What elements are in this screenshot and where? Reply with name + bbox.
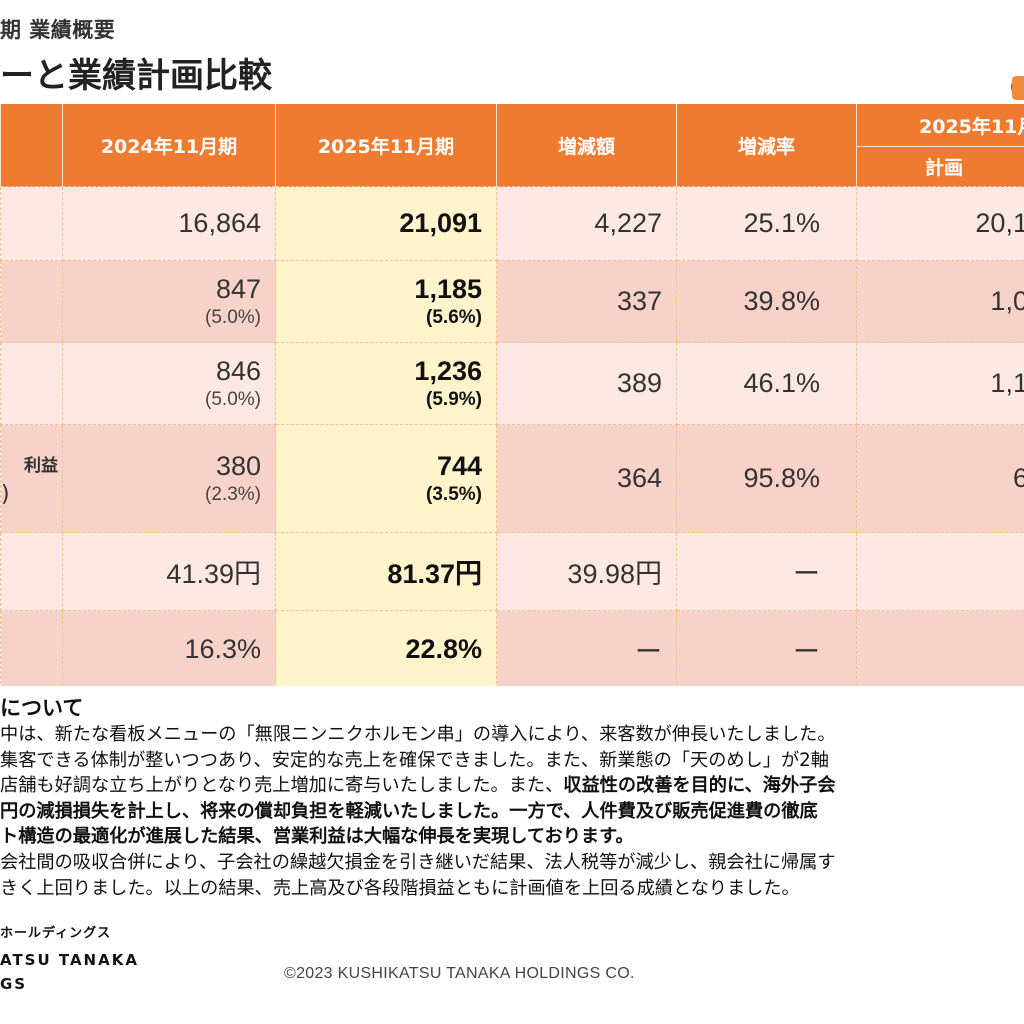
- row-label: 利益): [0, 424, 63, 533]
- commentary-line: ト構造の最適化が進展した結果、営業利益は大幅な伸長を実現しております。: [0, 826, 634, 848]
- page-title: ーと業績計画比較: [0, 56, 272, 96]
- commentary-line: 店舗も好調な立ち上がりとなり売上増加に寄与いたしました。また、収益性の改善を目的…: [0, 775, 836, 797]
- cell-diff: 337: [496, 260, 677, 343]
- results-table-container: 2024年11月期 2025年11月期 増減額 増減率 2025年11月 計画 …: [0, 104, 1024, 686]
- table-row: 利益) 380(2.3%) 744(3.5%) 364 95.8% 620: [0, 424, 1024, 533]
- cell-rate: 46.1%: [676, 342, 857, 425]
- table-row: 847(5.0%) 1,185(5.6%) 337 39.8% 1,060: [0, 260, 1024, 343]
- header-prev-year: 2024年11月期: [62, 104, 276, 187]
- cell-current: 1,236 (5.9%): [275, 342, 497, 425]
- cell-diff: ー: [496, 610, 677, 686]
- table-row: 16,864 21,091 4,227 25.1% 20,100: [0, 186, 1024, 261]
- cell-prev: 16,864: [62, 186, 276, 261]
- commentary-line: 会社間の吸収合併により、子会社の繰越欠損金を引き継いだ結果、法人税等が減少し、親…: [0, 851, 836, 873]
- commentary-line: 集客できる体制が整いつつあり、安定的な売上を確保できました。また、新業態の「天の…: [0, 749, 829, 771]
- cell-current: 744 (3.5%): [275, 424, 497, 533]
- row-label: [0, 342, 63, 425]
- header-plan: 計画: [856, 146, 1024, 187]
- table-row: 41.39円 81.37円 39.98円 ー ー: [0, 532, 1024, 611]
- cell-rate: ー: [676, 610, 857, 686]
- row-label: [0, 260, 63, 343]
- commentary-line: きく上回りました。以上の結果、売上高及び各段階損益ともに計画値を上回る成績となり…: [0, 877, 800, 899]
- unit-tab-marker: [1012, 76, 1024, 100]
- cell-rate: 95.8%: [676, 424, 857, 533]
- header-diff: 増減額: [496, 104, 677, 187]
- cell-plan: 20,100: [856, 186, 1024, 261]
- logo-kana: ホールディングス: [0, 926, 112, 941]
- results-table: 2024年11月期 2025年11月期 増減額 増減率 2025年11月 計画 …: [0, 104, 1024, 686]
- cell-plan: 620: [856, 424, 1024, 533]
- cell-rate: ー: [676, 532, 857, 611]
- cell-plan: 1,150: [856, 342, 1024, 425]
- header-current-year: 2025年11月期: [275, 104, 497, 187]
- cell-current: 21,091: [275, 186, 497, 261]
- cell-plan: ー: [856, 610, 1024, 686]
- table-row: 16.3% 22.8% ー ー ー: [0, 610, 1024, 686]
- cell-diff: 4,227: [496, 186, 677, 261]
- commentary-line: 中は、新たな看板メニューの「無限ニンニクホルモン串」の導入により、来客数が伸長い…: [0, 724, 836, 745]
- cell-current: 1,185 (5.6%): [275, 260, 497, 343]
- cell-diff: 364: [496, 424, 677, 533]
- cell-prev: 16.3%: [62, 610, 276, 686]
- cell-current: 22.8%: [275, 610, 497, 686]
- commentary-line: 円の減損損失を計上し、将来の償却負担を軽減いたしました。一方で、人件費及び販売促…: [0, 800, 818, 822]
- commentary-section: について 中は、新たな看板メニューの「無限ニンニクホルモン串」の導入により、来客…: [0, 694, 1024, 901]
- header-rate: 増減率: [676, 104, 857, 187]
- cell-diff: 389: [496, 342, 677, 425]
- cell-rate: 39.8%: [676, 260, 857, 343]
- cell-prev: 41.39円: [62, 532, 276, 611]
- header-item: [0, 104, 63, 187]
- table-row: 846(5.0%) 1,236(5.9%) 389 46.1% 1,150: [0, 342, 1024, 425]
- copyright: ©2023 KUSHIKATSU TANAKA HOLDINGS CO.: [284, 965, 635, 982]
- row-label: [0, 532, 63, 611]
- company-logo: ホールディングス ATSU TANAKA GS: [0, 922, 139, 993]
- cell-prev: 380 (2.3%): [62, 424, 276, 533]
- commentary-heading: について: [0, 696, 84, 720]
- cell-prev: 847 (5.0%): [62, 260, 276, 343]
- section-subtitle: 期 業績概要: [0, 18, 116, 42]
- cell-current: 81.37円: [275, 532, 497, 611]
- cell-prev: 846 (5.0%): [62, 342, 276, 425]
- row-label: [0, 610, 63, 686]
- logo-line-3: GS: [0, 975, 28, 993]
- cell-diff: 39.98円: [496, 532, 677, 611]
- logo-line-2: ATSU TANAKA: [0, 951, 139, 969]
- cell-rate: 25.1%: [676, 186, 857, 261]
- row-label: [0, 186, 63, 261]
- cell-plan: ー: [856, 532, 1024, 611]
- header-plan-group: 2025年11月: [856, 104, 1024, 147]
- cell-plan: 1,060: [856, 260, 1024, 343]
